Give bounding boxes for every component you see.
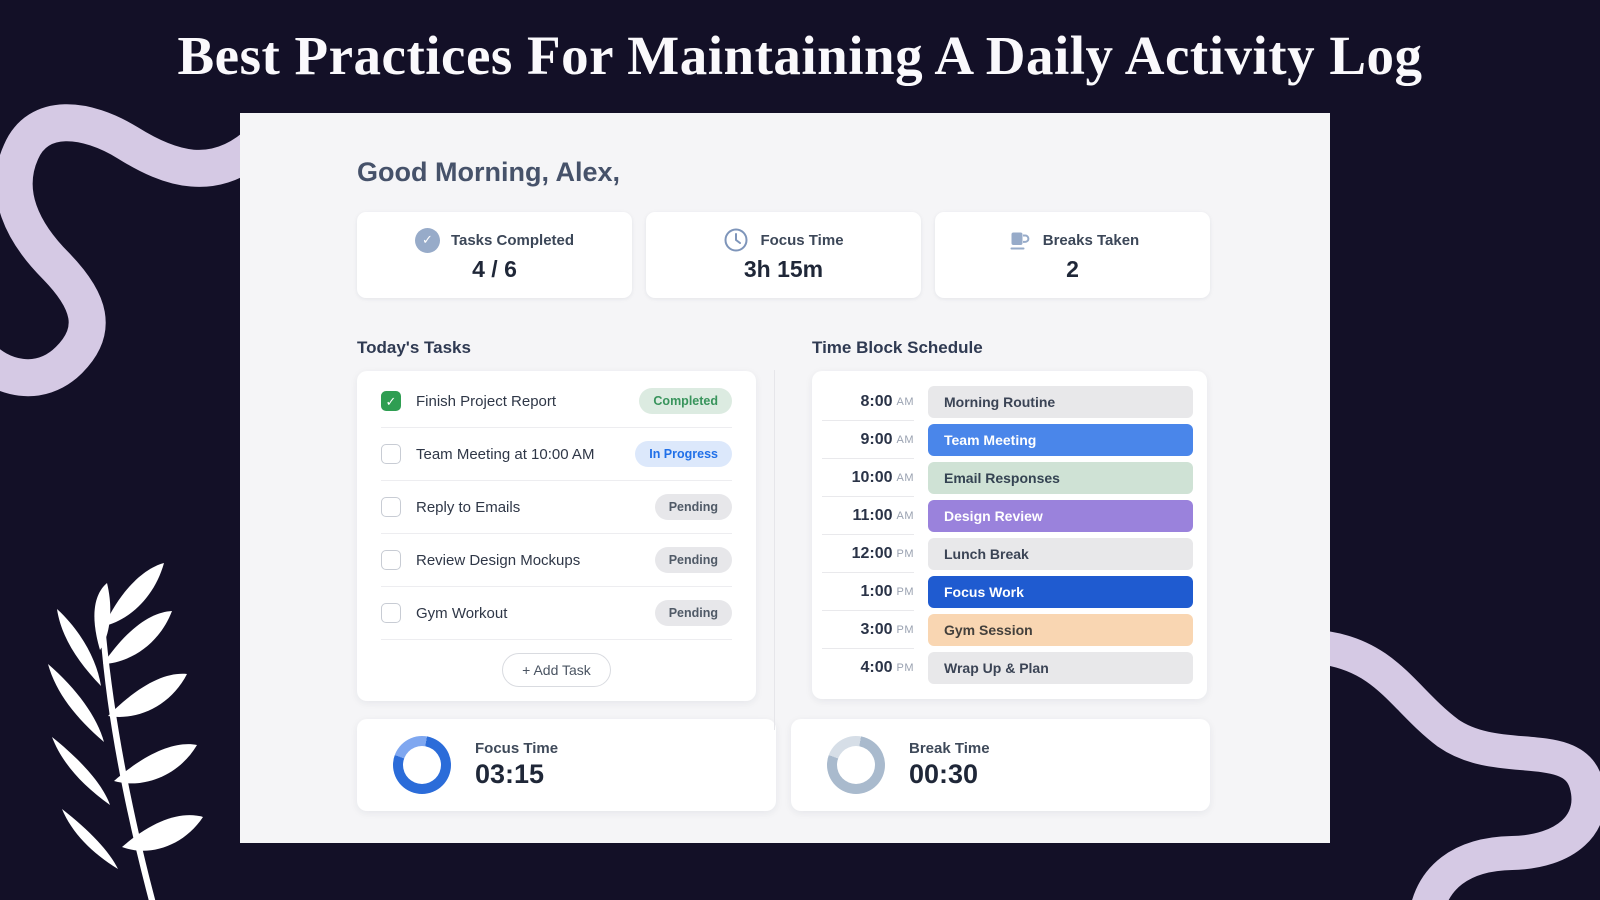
status-badge: In Progress [635,441,732,467]
page-title: Best Practices For Maintaining A Daily A… [177,25,1423,86]
time-label: 3:00 PM [822,611,914,649]
schedule-row: 12:00 PM Lunch Break [822,535,1193,573]
stats-row: ✓ Tasks Completed 4 / 6 Focus Time 3h 15… [357,212,1210,298]
time-text: 10:00 [851,468,893,486]
schedule-block[interactable]: Gym Session [928,614,1193,646]
schedule-block[interactable]: Wrap Up & Plan [928,652,1193,684]
task-label: Review Design Mockups [416,551,581,569]
task-checkbox[interactable] [381,391,401,411]
schedule-row: 8:00 AM Morning Routine [822,383,1193,421]
time-text: 12:00 [851,544,893,562]
stat-value: 2 [1066,256,1079,282]
tasks-heading: Today's Tasks [357,338,471,357]
meridiem-text: PM [896,585,914,598]
schedule-block[interactable]: Morning Routine [928,386,1193,418]
time-text: 3:00 [860,620,893,638]
schedule-row: 10:00 AM Email Responses [822,459,1193,497]
check-circle-icon: ✓ [414,227,440,253]
stat-label: Focus Time [760,231,844,249]
schedule-block[interactable]: Email Responses [928,462,1193,494]
task-label: Team Meeting at 10:00 AM [416,445,595,463]
stat-label: Breaks Taken [1042,231,1140,249]
break-timer-card: Break Time 00:30 [791,719,1210,811]
time-label: 1:00 PM [822,573,914,611]
time-text: 1:00 [860,582,893,600]
time-label: 10:00 AM [822,459,914,497]
tasks-card: Finish Project Report Completed Team Mee… [357,371,756,701]
clock-icon [724,228,748,252]
stat-card-focus-time: Focus Time 3h 15m [646,212,921,298]
status-badge: Completed [639,388,732,414]
meridiem-text: PM [896,623,914,636]
time-text: 11:00 [852,506,893,524]
task-row: Team Meeting at 10:00 AM In Progress [381,428,732,481]
add-task-button[interactable]: + Add Task [502,653,611,687]
task-row: Gym Workout Pending [381,587,732,640]
coffee-mug-icon [1010,232,1030,250]
stat-card-tasks-completed: ✓ Tasks Completed 4 / 6 [357,212,632,298]
schedule-block[interactable]: Focus Work [928,576,1193,608]
time-label: 4:00 PM [822,649,914,687]
meridiem-text: AM [896,395,914,408]
stat-value: 3h 15m [743,256,824,282]
schedule-card: 8:00 AM Morning Routine 9:00 AM Team Mee… [812,371,1207,699]
dashboard-panel: Good Morning, Alex, ✓ Tasks Completed 4 … [240,113,1330,843]
time-text: 4:00 [860,659,893,676]
focus-timer-card: Focus Time 03:15 [357,719,776,811]
task-row: Reply to Emails Pending [381,481,732,534]
stat-label: Tasks Completed [450,231,575,249]
meridiem-text: AM [896,433,914,446]
timer-value: 03:15 [475,759,545,789]
time-label: 8:00 AM [822,383,914,421]
task-label: Reply to Emails [416,498,521,516]
meridiem-text: PM [896,547,914,560]
time-label: 12:00 PM [822,535,914,573]
schedule-block[interactable]: Lunch Break [928,538,1193,570]
break-progress-ring [827,736,885,794]
timer-label: Break Time [909,740,990,757]
timer-value: 00:30 [909,759,979,789]
time-text: 8:00 [860,392,893,410]
schedule-row: 1:00 PM Focus Work [822,573,1193,611]
greeting-text: Good Morning, Alex, [357,157,620,187]
schedule-block[interactable]: Design Review [928,500,1193,532]
schedule-heading: Time Block Schedule [812,338,983,357]
column-divider [774,370,775,730]
status-badge: Pending [654,547,732,573]
schedule-row: 9:00 AM Team Meeting [822,421,1193,459]
time-text: 9:00 [860,430,893,448]
task-checkbox[interactable] [381,497,401,517]
meridiem-text: PM [896,662,914,674]
time-label: 11:00 AM [822,497,914,535]
task-row: Finish Project Report Completed [381,375,732,428]
task-row: Review Design Mockups Pending [381,534,732,587]
schedule-block[interactable]: Team Meeting [928,424,1193,456]
meridiem-text: AM [896,509,914,522]
task-label: Finish Project Report [416,392,557,410]
meridiem-text: AM [896,471,914,484]
focus-progress-ring [393,736,451,794]
schedule-row: 11:00 AM Design Review [822,497,1193,535]
schedule-row: 4:00 PM Wrap Up & Plan [822,649,1193,687]
stat-value: 4 / 6 [472,255,517,282]
task-checkbox[interactable] [381,444,401,464]
timers-row: Focus Time 03:15 Break Time 00:30 [357,719,1210,811]
schedule-row: 3:00 PM Gym Session [822,611,1193,649]
task-checkbox[interactable] [381,550,401,570]
task-label: Gym Workout [416,604,508,622]
status-badge: Pending [654,494,732,520]
time-label: 9:00 AM [822,421,914,459]
stat-card-breaks-taken: Breaks Taken 2 [935,212,1210,298]
timer-label: Focus Time [475,740,559,757]
task-checkbox[interactable] [381,603,401,623]
status-badge: Pending [654,600,732,626]
